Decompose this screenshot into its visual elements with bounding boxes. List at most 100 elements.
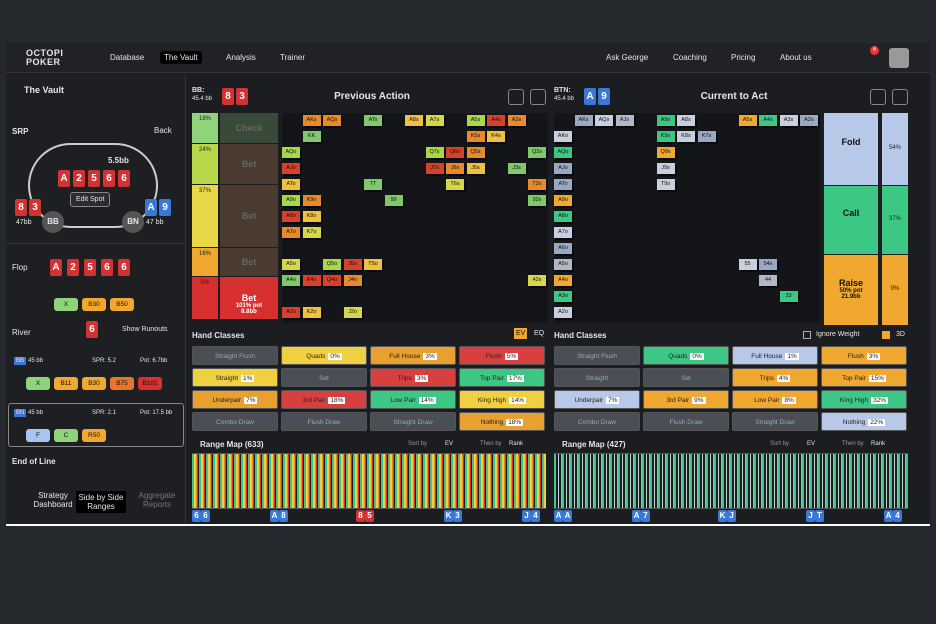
hand-cell[interactable]: KK [302,131,321,142]
hand-cell[interactable]: K7o [302,227,321,238]
hand-class[interactable]: King High 32% [821,390,907,409]
refresh-button[interactable] [530,89,546,105]
hand-class[interactable]: Straight Flush [192,346,278,365]
hand-cell[interactable]: Q4o [323,275,341,286]
hand-class[interactable]: Straight Draw [732,412,818,431]
hand-class[interactable]: Quads 0% [643,346,729,365]
hand-cell[interactable]: A8s [405,115,423,126]
hand-cell[interactable]: A9s [656,115,675,126]
hand-cell[interactable]: 99 [384,195,403,206]
hand-class[interactable]: Combo Draw [192,412,278,431]
hand-class[interactable]: Set [281,368,367,387]
action[interactable]: B30 [82,377,106,390]
hand-cell[interactable]: K2o [302,307,321,318]
action[interactable]: X [26,377,50,390]
hand-class[interactable]: King High 14% [459,390,545,409]
hand-cell[interactable]: J9s [656,163,675,174]
sort-label[interactable]: Rank [509,441,524,447]
hand-cell[interactable]: J2o [343,307,362,318]
hand-cell[interactable]: A7o [282,227,300,238]
hand-class[interactable]: Low Pair 14% [370,390,456,409]
hand-class[interactable]: Top Pair 17% [459,368,545,387]
hand-cell[interactable]: T2s [528,179,546,190]
hand-cell[interactable]: Q2s [528,147,546,158]
hand-cell[interactable]: 44 [759,275,777,286]
strategy-action[interactable]: Fold [824,113,878,185]
strategy-action[interactable]: Bet [220,144,278,184]
strategy-action[interactable]: Bet [220,185,278,247]
hand-class[interactable]: Straight Flush [554,346,640,365]
hand-class[interactable]: Full House 3% [370,346,456,365]
hand-cell[interactable]: A4o [554,275,572,286]
toggle[interactable]: EQ [534,330,545,337]
action[interactable]: B30 [82,298,106,311]
strategy-action[interactable]: Bet 101% pot 8.8bb [220,277,278,319]
hand-class[interactable]: Full House 1% [732,346,818,365]
hand-cell[interactable]: A2o [282,307,300,318]
hand-cell[interactable]: K7s [697,131,716,142]
hand-cell[interactable]: A4s [759,115,777,126]
hand-class[interactable]: Trips 3% [370,368,456,387]
hand-cell[interactable]: AKs [302,115,321,126]
hand-cell[interactable]: Q6s [446,147,464,158]
hand-cell[interactable]: AJs [615,115,634,126]
nav-item[interactable]: Database [110,53,145,62]
action[interactable]: B75 [110,377,134,390]
nav-item[interactable]: Coaching [673,53,707,62]
hand-cell[interactable]: A9o [554,195,572,206]
refresh-button[interactable] [892,89,908,105]
action[interactable]: B11 [54,377,78,390]
tab[interactable]: Aggregate Reports [138,491,176,509]
hand-class[interactable]: Flush 5% [459,346,545,365]
action[interactable]: X [54,298,78,311]
nav-item[interactable]: Analysis [226,53,256,62]
hand-cell[interactable]: Q5s [466,147,485,158]
hand-cell[interactable]: J4o [343,275,362,286]
strategy-action[interactable]: Raise 50% pot 21.9bb [824,255,878,325]
hand-cell[interactable]: K4o [302,275,321,286]
nav-item[interactable]: The Vault [160,51,202,64]
hand-cell[interactable]: AKo [554,131,572,142]
hand-cell[interactable]: A5s [466,115,485,126]
hand-class[interactable]: Underpair 7% [192,390,278,409]
hand-cell[interactable]: A8o [554,211,572,222]
hand-cell[interactable]: AQo [282,147,300,158]
hand-cell[interactable]: A8s [677,115,695,126]
strategy-action[interactable]: Call [824,186,878,254]
hand-cell[interactable]: 33 [779,291,798,302]
hand-cell[interactable]: A7s [425,115,444,126]
hand-class[interactable]: 3rd Pair 9% [643,390,729,409]
hand-class[interactable]: Combo Draw [554,412,640,431]
tab[interactable]: Side by Side Ranges [76,491,126,513]
checkbox[interactable] [803,331,811,339]
nav-item[interactable]: Pricing [731,53,756,62]
hand-cell[interactable]: 54s [759,259,777,270]
hand-class[interactable]: Straight [554,368,640,387]
hand-cell[interactable]: AQo [554,147,572,158]
hand-class[interactable]: Set [643,368,729,387]
sort-label[interactable]: EV [807,441,816,447]
hand-cell[interactable]: ATo [554,179,572,190]
hand-cell[interactable]: T9s [656,179,675,190]
hand-cell[interactable]: A3s [779,115,798,126]
close-button[interactable] [508,89,524,105]
hand-cell[interactable]: AJo [282,163,300,174]
hand-cell[interactable]: A4o [282,275,300,286]
hand-cell[interactable]: 92s [528,195,546,206]
hand-cell[interactable]: A4s [487,115,505,126]
hand-cell[interactable]: A3o [554,291,572,302]
hand-cell[interactable]: AKs [574,115,593,126]
sort-label[interactable]: EV [445,441,454,447]
action[interactable]: F [26,429,50,442]
hand-cell[interactable]: ATs [364,115,382,126]
hand-cell[interactable]: A2o [554,307,572,318]
hand-cell[interactable]: TT [364,179,382,190]
hand-cell[interactable]: 42s [528,275,546,286]
hand-cell[interactable]: A5o [554,259,572,270]
hand-class[interactable]: Straight 1% [192,368,278,387]
action[interactable]: C [54,429,78,442]
hand-cell[interactable]: K9s [656,131,675,142]
hand-cell[interactable]: K9o [302,195,321,206]
hand-cell[interactable]: J5o [343,259,362,270]
hand-cell[interactable]: AQs [595,115,613,126]
